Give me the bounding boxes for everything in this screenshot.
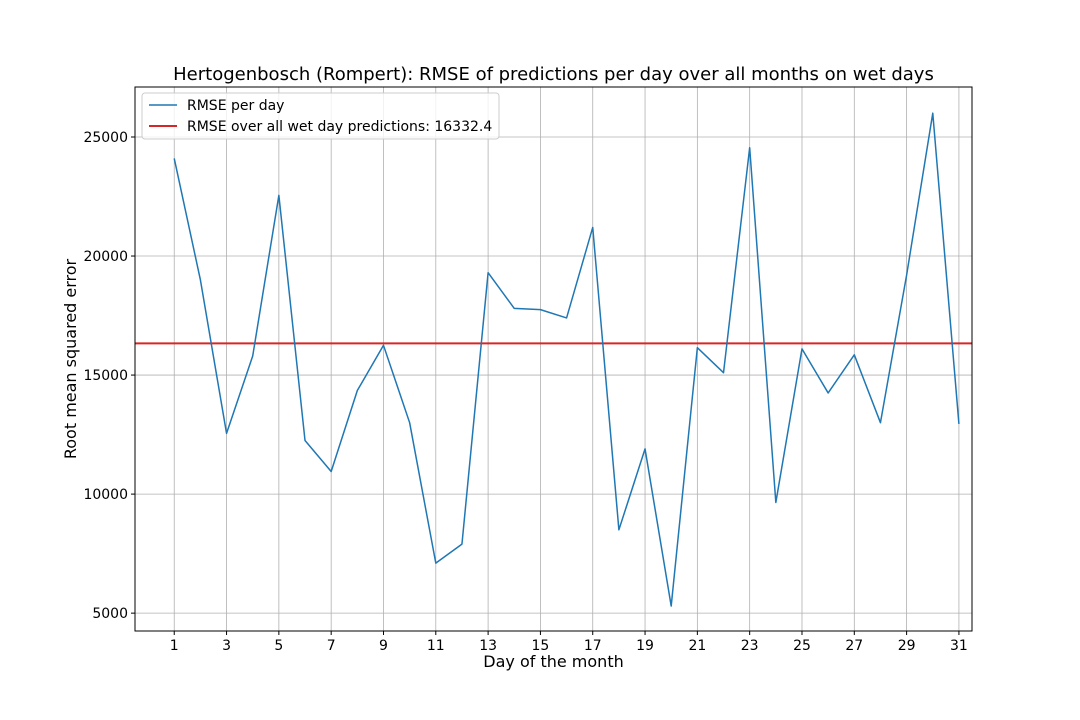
plot-frame bbox=[134, 86, 973, 632]
x-tick-label: 29 bbox=[898, 638, 916, 654]
y-axis-ticks: 5000 10000 15000 20000 25000 bbox=[83, 130, 135, 622]
x-axis-ticks: 1 3 5 7 9 11 13 15 17 19 21 23 25 27 29 31 bbox=[170, 631, 968, 654]
y-tick-label: 5000 bbox=[92, 606, 128, 622]
x-tick-label: 11 bbox=[427, 638, 445, 654]
chart-title: Hertogenbosch (Rompert): RMSE of predict… bbox=[173, 64, 934, 85]
x-tick-label: 7 bbox=[327, 638, 336, 654]
grid bbox=[135, 87, 972, 631]
x-tick-label: 17 bbox=[584, 638, 602, 654]
x-tick-label: 25 bbox=[793, 638, 811, 654]
y-axis-label: Root mean squared error bbox=[61, 258, 80, 459]
y-tick-label: 10000 bbox=[83, 487, 128, 503]
x-tick-label: 3 bbox=[222, 638, 231, 654]
x-tick-label: 5 bbox=[274, 638, 283, 654]
x-tick-label: 1 bbox=[170, 638, 179, 654]
legend: RMSE per day RMSE over all wet day predi… bbox=[141, 92, 500, 140]
x-tick-label: 31 bbox=[950, 638, 968, 654]
x-tick-label: 27 bbox=[845, 638, 863, 654]
series-line-rmse-per-day bbox=[173, 112, 960, 607]
legend-label-rmse-per-day: RMSE per day bbox=[187, 98, 284, 114]
x-tick-label: 23 bbox=[741, 638, 759, 654]
x-tick-label: 13 bbox=[479, 638, 497, 654]
x-tick-label: 15 bbox=[532, 638, 550, 654]
x-tick-label: 9 bbox=[379, 638, 388, 654]
y-tick-label: 15000 bbox=[83, 368, 128, 384]
legend-label-overall-rmse: RMSE over all wet day predictions: 16332… bbox=[187, 119, 492, 135]
y-tick-label: 20000 bbox=[83, 249, 128, 265]
x-tick-label: 21 bbox=[688, 638, 706, 654]
x-axis-label: Day of the month bbox=[483, 652, 623, 671]
series-layer bbox=[173, 112, 960, 607]
legend-box bbox=[141, 92, 500, 140]
x-tick-label: 19 bbox=[636, 638, 654, 654]
y-tick-label: 25000 bbox=[83, 130, 128, 146]
